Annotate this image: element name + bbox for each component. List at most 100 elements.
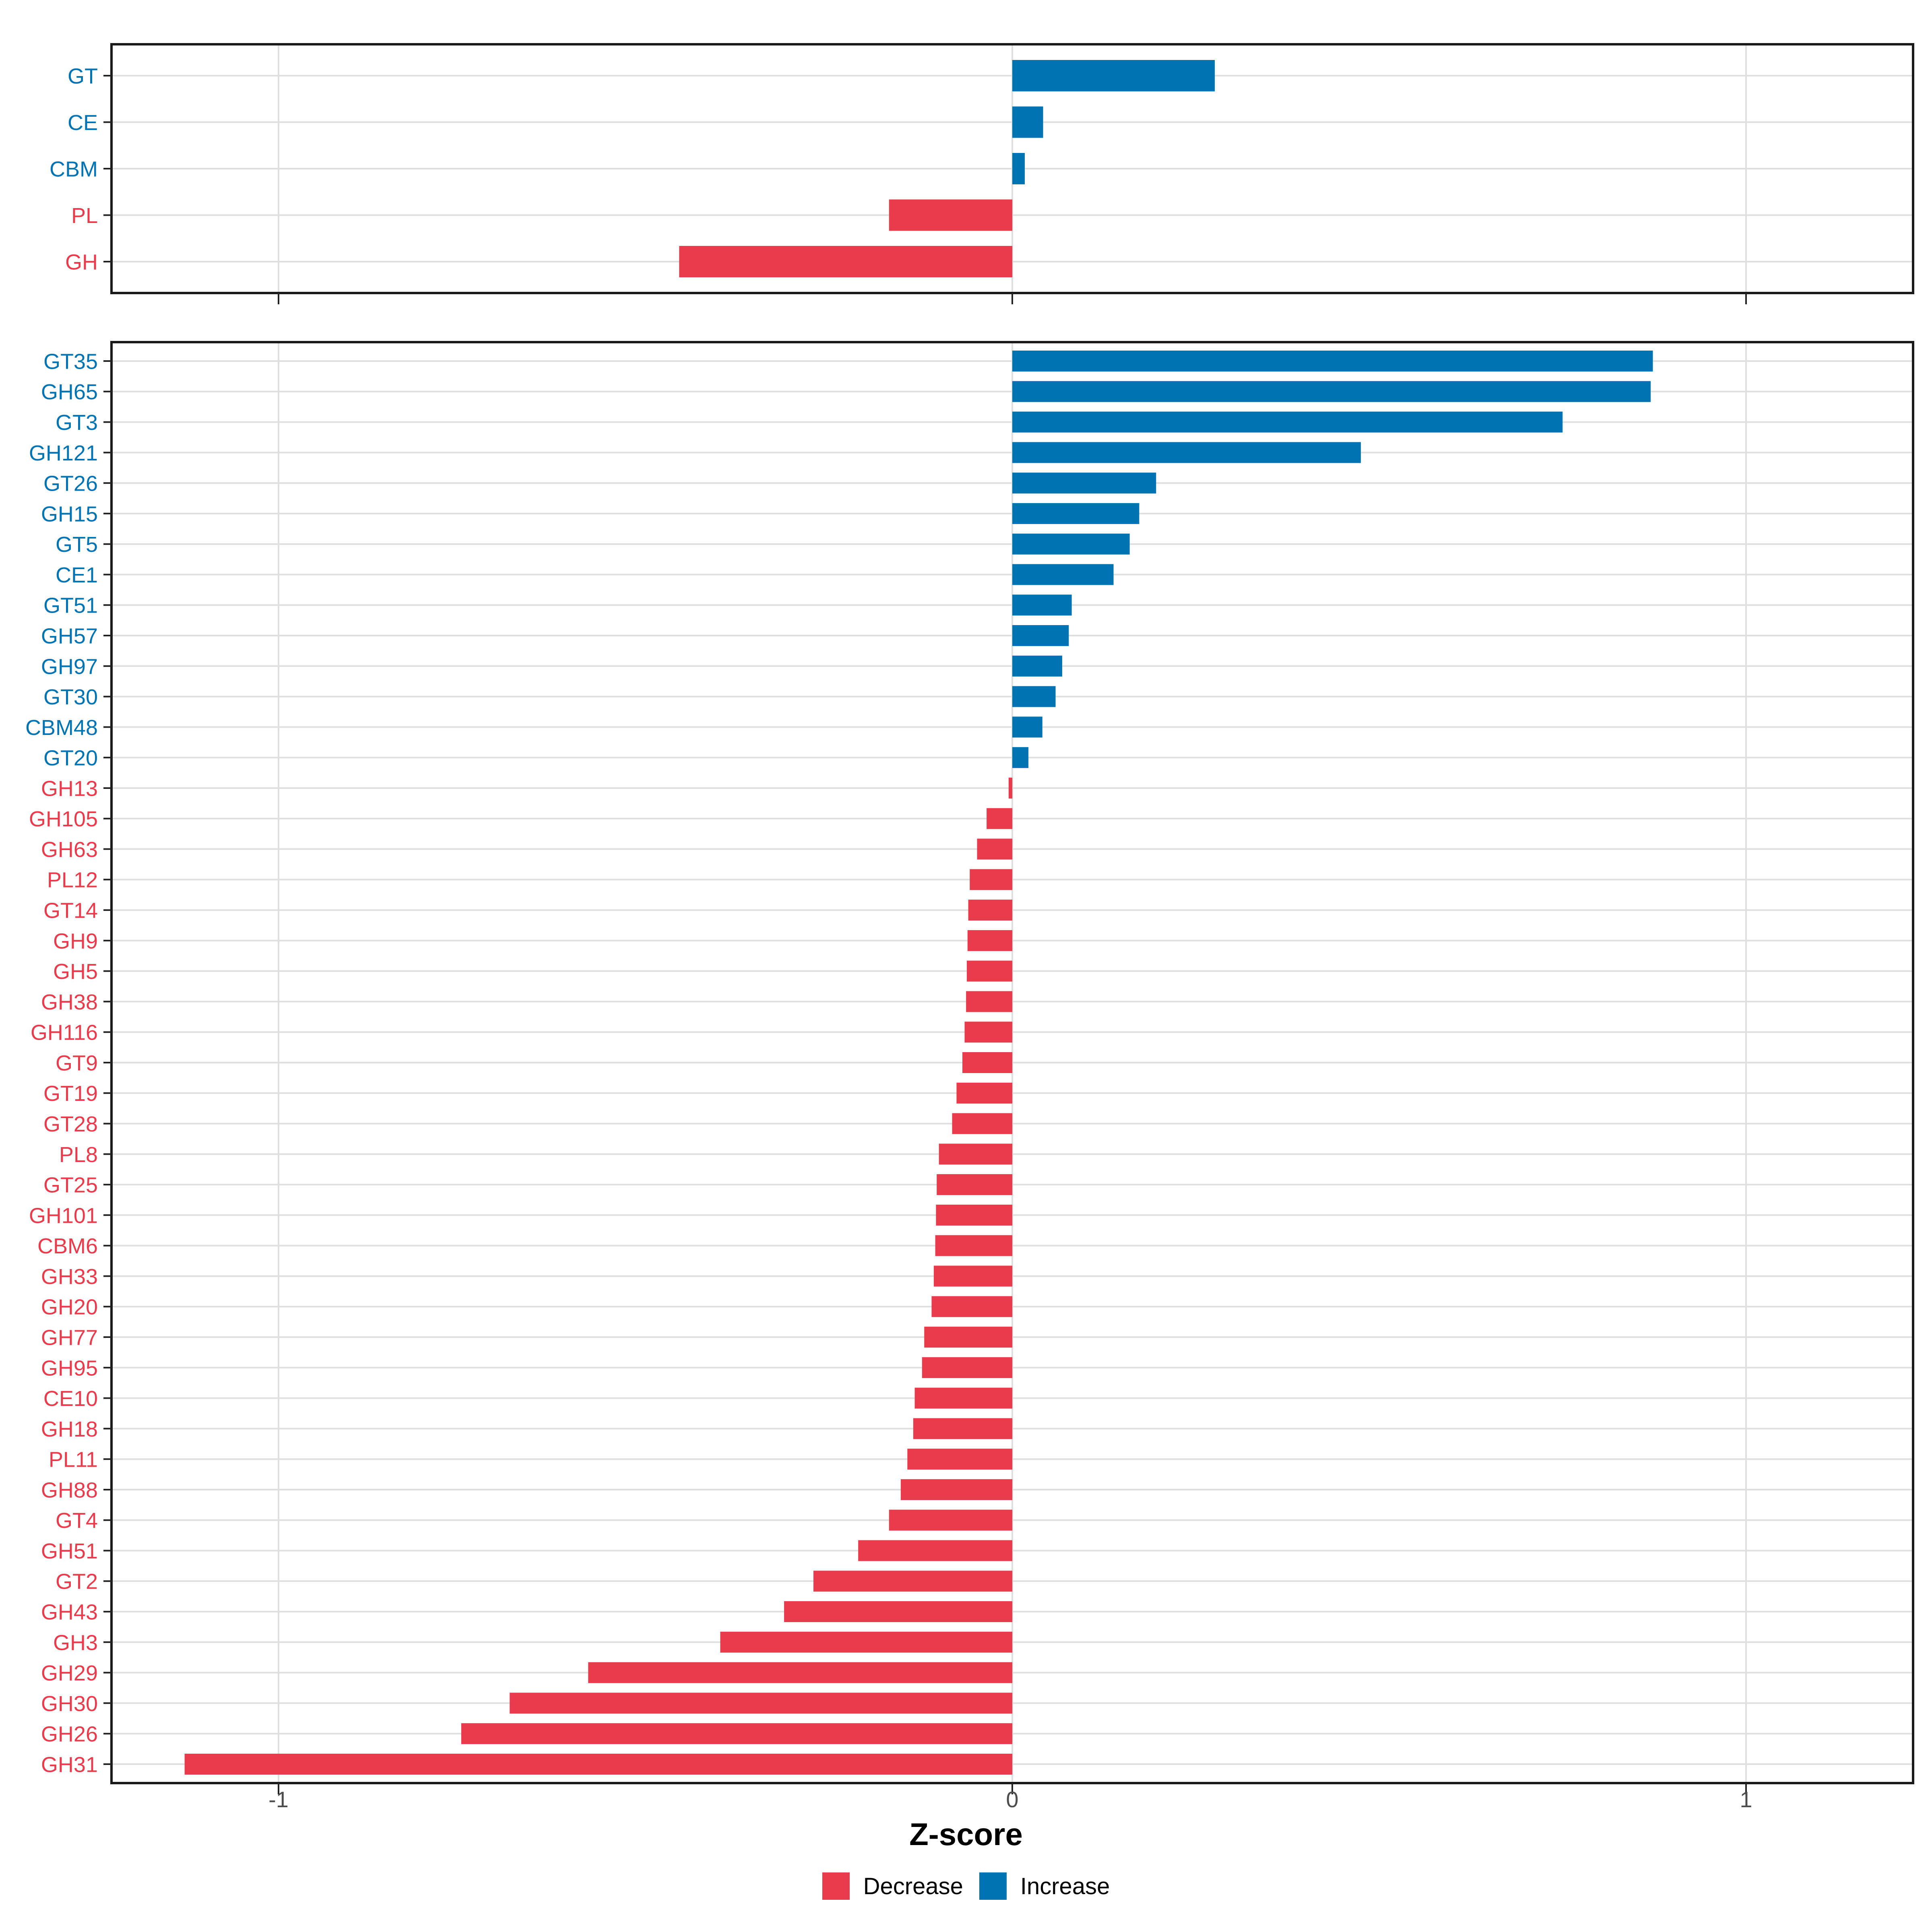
bar-gt35 [1012,351,1653,372]
category-label-gh33: GH33 [41,1265,98,1289]
category-label-gt51: GT51 [43,594,98,618]
legend: Decrease Increase [0,1872,1932,1900]
bar-gt19 [956,1082,1012,1104]
category-label-pl: PL [71,204,98,228]
category-label-ce: CE [68,111,98,135]
bar-gh33 [933,1265,1012,1287]
bar-gh26 [461,1723,1012,1744]
bar-gh29 [588,1662,1012,1683]
bar-ce [1012,106,1043,138]
category-label-gt28: GT28 [43,1112,98,1136]
category-label-gh65: GH65 [41,380,98,404]
bar-ce10 [914,1387,1012,1409]
category-label-gh38: GH38 [41,990,98,1014]
bar-pl12 [970,869,1012,890]
category-label-gh101: GH101 [29,1203,98,1228]
x-tick-label: 0 [1006,1787,1018,1812]
category-label-gh116: GH116 [31,1021,98,1045]
category-label-gt25: GT25 [43,1173,98,1197]
category-label-gh29: GH29 [41,1661,98,1685]
category-label-gh20: GH20 [41,1295,98,1319]
category-label-gh43: GH43 [41,1600,98,1624]
x-tick-label: -1 [268,1787,289,1812]
bar-gh38 [966,991,1012,1012]
category-label-gh121: GH121 [29,441,98,465]
category-label-gh30: GH30 [41,1692,98,1716]
bar-gh65 [1012,381,1651,402]
bar-gt51 [1012,594,1072,616]
category-label-gh5: GH5 [53,960,98,984]
legend-swatch-increase [979,1872,1007,1900]
bar-gt20 [1012,747,1029,768]
bar-cbm [1012,153,1025,184]
bar-gt2 [813,1571,1012,1592]
bar-gh15 [1012,503,1139,524]
bar-gh [679,246,1012,277]
bar-cbm48 [1012,716,1042,738]
category-label-gh105: GH105 [29,807,98,831]
bar-gh13 [1008,777,1012,799]
category-label-ce1: CE1 [56,563,98,587]
x-axis-title: Z-score [909,1816,1023,1852]
category-label-gh51: GH51 [41,1539,98,1563]
category-label-gh18: GH18 [41,1417,98,1441]
bar-gh105 [987,808,1012,829]
bar-gh63 [977,838,1012,860]
legend-label: Increase [1020,1873,1110,1899]
bar-gt4 [889,1509,1012,1531]
category-label-gh88: GH88 [41,1478,98,1502]
category-label-gh31: GH31 [41,1752,98,1777]
bar-gh5 [966,960,1012,982]
bar-gt14 [968,900,1012,921]
legend-item-decrease: Decrease [822,1872,963,1900]
bar-pl11 [907,1449,1012,1470]
category-label-gt35: GT35 [43,349,98,374]
category-label-gh95: GH95 [41,1356,98,1380]
bar-pl [889,199,1012,231]
category-label-pl12: PL12 [47,868,98,892]
bar-cbm6 [935,1235,1012,1256]
category-label-cbm48: CBM48 [25,716,98,740]
category-label-gt3: GT3 [56,411,98,435]
bar-gt5 [1012,533,1130,555]
bar-gh9 [967,930,1012,951]
category-label-gt14: GT14 [43,899,98,923]
bar-gh116 [964,1022,1012,1043]
x-tick-label: 1 [1740,1787,1752,1812]
category-label-gt5: GT5 [56,533,98,557]
bar-gh77 [924,1327,1012,1348]
category-label-gh57: GH57 [41,624,98,648]
category-label-gh26: GH26 [41,1722,98,1746]
bar-gh57 [1012,625,1069,646]
bar-gh30 [510,1693,1012,1714]
bar-gh101 [936,1204,1012,1226]
category-label-gt20: GT20 [43,746,98,770]
category-label-gh13: GH13 [41,776,98,801]
category-label-gh9: GH9 [53,929,98,953]
bar-gh95 [922,1357,1012,1378]
bar-gh31 [184,1754,1012,1775]
category-label-gh97: GH97 [41,654,98,679]
category-label-gh3: GH3 [53,1631,98,1655]
category-label-gt2: GT2 [56,1570,98,1594]
bar-ce1 [1012,564,1114,585]
bar-gh43 [784,1601,1012,1622]
bar-pl8 [939,1144,1012,1165]
bar-gt30 [1012,686,1056,707]
bar-gt [1012,60,1215,91]
bar-gh18 [913,1418,1012,1439]
bar-gh20 [931,1296,1012,1317]
category-label-gh15: GH15 [41,502,98,526]
bar-gt26 [1012,473,1156,494]
bar-gt9 [962,1052,1012,1073]
category-label-gt30: GT30 [43,685,98,709]
category-label-ce10: CE10 [43,1387,98,1411]
category-label-gt4: GT4 [56,1509,98,1533]
bar-gh3 [720,1631,1012,1653]
category-label-gt: GT [68,64,98,88]
category-label-cbm: CBM [50,157,98,181]
category-label-gh: GH [65,250,98,274]
bar-gh88 [900,1479,1012,1500]
